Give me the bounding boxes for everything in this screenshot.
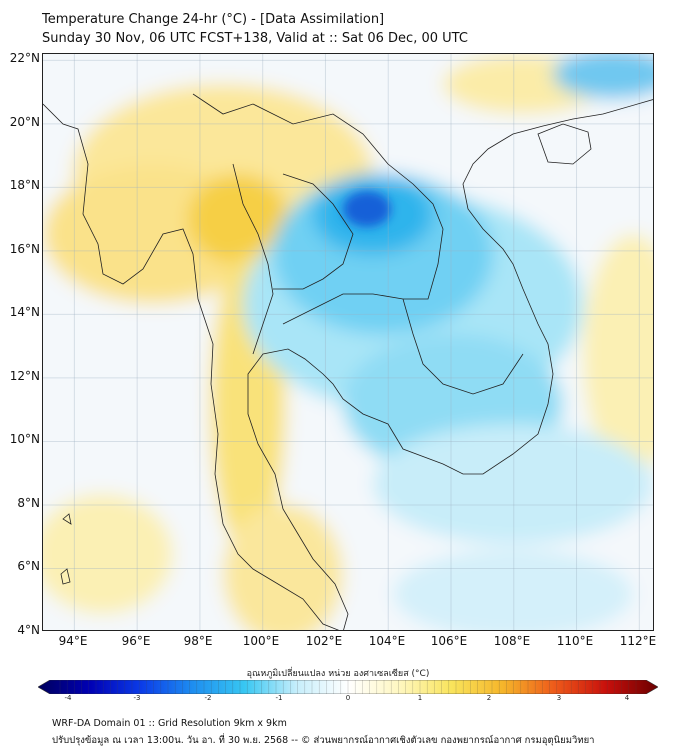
border-inner-1 [192,93,444,325]
graticule [43,54,653,630]
lat-label-10: 10°N [9,432,40,446]
warm-core-west [188,174,288,264]
lat-label-16: 16°N [9,242,40,256]
border-inner-2 [273,173,354,290]
lat-label-12: 12°N [9,369,40,383]
lat-label-18: 18°N [9,178,40,192]
warm-area-east [583,234,653,474]
lon-label-100: 100°E [242,634,280,648]
colorbar-tick-neg4: -4 [64,694,72,702]
lat-label-8: 8°N [17,496,40,510]
lon-label-104: 104°E [368,634,406,648]
island-small-2 [60,568,71,585]
lat-label-20: 20°N [9,115,40,129]
warm-area-southwest [43,494,173,614]
coastlines [43,93,653,630]
lon-label-110: 110°E [556,634,594,648]
footer-domain-info: WRF-DA Domain 01 :: Grid Resolution 9km … [52,718,287,729]
colorbar-title: อุณหภูมิเปลี่ยนแปลง หน่วย องศาเซลเซียส (… [246,669,430,679]
colorbar-tick-neg2: -2 [204,694,212,702]
lat-label-6: 6°N [17,559,40,573]
colorbar-tick-neg1: -1 [275,694,283,702]
island-small-1 [62,513,72,525]
cool-area-northeast-corner [553,54,653,99]
lon-label-98: 98°E [183,634,213,648]
lon-label-94: 94°E [58,634,88,648]
coastline-gulf-thailand [247,99,653,630]
temperature-field [43,54,653,630]
cool-core [343,191,391,227]
footer-credit: ปรับปรุงข้อมูล ณ เวลา 13:00น. วัน อา. ที… [52,735,595,746]
colorbar-tick-0: 0 [345,694,351,702]
lat-label-4: 4°N [17,623,40,637]
colorbar-tick-neg3: -3 [133,694,141,702]
cool-area-sea [373,424,653,544]
temperature-change-map [43,54,653,630]
warm-south [223,504,343,630]
lon-label-108: 108°E [493,634,531,648]
colorbar [38,680,658,694]
colorbar-tick-1: 1 [417,694,423,702]
lon-label-102: 102°E [305,634,343,648]
colorbar-tick-3: 3 [556,694,562,702]
map-plot-area [42,53,654,631]
lon-label-106: 106°E [430,634,468,648]
border-inner-4 [232,163,274,355]
chart-title: Temperature Change 24-hr (°C) - [Data As… [42,12,385,27]
colorbar-ramp [38,680,658,694]
island-hainan [537,123,592,165]
colorbar-tick-4: 4 [624,694,630,702]
cool-core-group [343,191,391,227]
lon-label-112: 112°E [619,634,657,648]
colorbar-tick-2: 2 [486,694,492,702]
lat-label-22: 22°N [9,51,40,65]
colorbar-tick-marks [59,680,637,694]
chart-subtitle: Sunday 30 Nov, 06 UTC FCST+138, Valid at… [42,31,468,46]
lon-label-96: 96°E [121,634,151,648]
coastline-mainland [43,103,340,630]
border-inner-3 [402,298,524,395]
lat-label-14: 14°N [9,305,40,319]
cool-area-southeast [393,549,633,630]
